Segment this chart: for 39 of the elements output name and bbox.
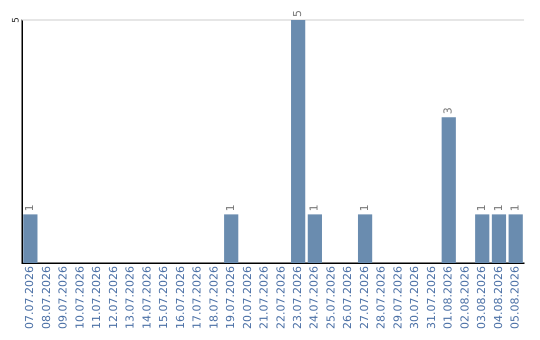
- x-tick-label: 11.07.2026: [90, 266, 104, 330]
- x-tick-label: 23.07.2026: [290, 266, 304, 330]
- x-tick-label: 03.08.2026: [475, 266, 488, 330]
- data-label: 1: [224, 204, 238, 212]
- data-label: 1: [358, 204, 371, 212]
- x-tick-label: 31.07.2026: [424, 266, 438, 330]
- x-tick-label: 07.07.2026: [23, 266, 36, 330]
- x-tick-label: 04.08.2026: [492, 266, 505, 330]
- x-tick-label: 19.07.2026: [224, 266, 238, 330]
- data-label: 1: [475, 204, 488, 212]
- x-tick-label: 12.07.2026: [106, 266, 120, 330]
- x-tick-label: 28.07.2026: [374, 266, 388, 330]
- x-tick-label: 13.07.2026: [124, 266, 137, 330]
- x-tick-label: 14.07.2026: [140, 266, 154, 330]
- x-tick-label: 25.07.2026: [324, 266, 338, 330]
- x-tick-label: 21.07.2026: [258, 266, 271, 330]
- x-tick-label: 26.07.2026: [341, 266, 354, 330]
- x-tick-label: 15.07.2026: [157, 266, 170, 330]
- x-tick-label: 29.07.2026: [391, 266, 404, 330]
- data-label: 1: [308, 204, 321, 212]
- data-label: 3: [442, 107, 455, 114]
- x-tick-label: 16.07.2026: [174, 266, 187, 330]
- x-tick-label: 02.08.2026: [458, 266, 472, 330]
- x-tick-label: 30.07.2026: [408, 266, 422, 330]
- x-tick-label: 18.07.2026: [207, 266, 220, 330]
- data-label: 1: [23, 204, 36, 212]
- x-tick-label: 08.07.2026: [40, 266, 53, 330]
- x-tick-label: 01.08.2026: [442, 266, 455, 330]
- x-tick-label: 05.08.2026: [508, 266, 522, 330]
- x-tick-label: 09.07.2026: [56, 266, 70, 330]
- x-tick-label: 10.07.2026: [73, 266, 86, 330]
- x-tick-label: 22.07.2026: [274, 266, 288, 330]
- x-tick-label: 24.07.2026: [308, 266, 321, 330]
- data-label: 1: [492, 204, 505, 212]
- x-tick-label: 17.07.2026: [190, 266, 204, 330]
- data-label: 1: [508, 204, 522, 212]
- x-tick-label: 27.07.2026: [358, 266, 371, 330]
- x-tick-label: 20.07.2026: [240, 266, 254, 330]
- data-label: 5: [290, 10, 304, 17]
